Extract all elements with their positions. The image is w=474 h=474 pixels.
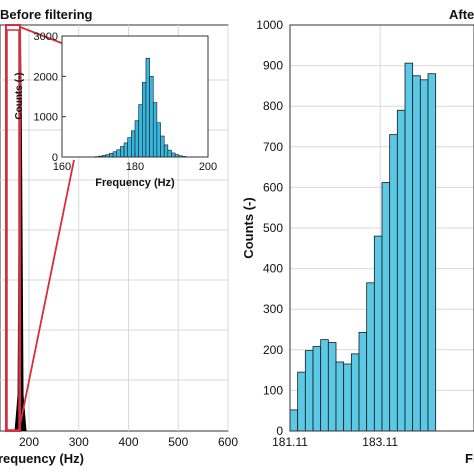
- inset-bar: [171, 152, 176, 158]
- right-y-tick-label: 500: [263, 221, 283, 235]
- left-title: Before filtering: [0, 7, 93, 22]
- inset-bar: [131, 130, 136, 158]
- inset-bar: [149, 76, 154, 158]
- right-bar: [412, 75, 421, 432]
- right-y-tick-label: 400: [263, 262, 283, 276]
- right-y-axis-label: Counts (-): [241, 197, 256, 258]
- inset-y-tick-label: 3000: [34, 31, 58, 43]
- right-title: After filtering: [449, 7, 474, 22]
- inset-y-tick-label: 2000: [34, 71, 58, 83]
- left-x-tick-label: 500: [168, 435, 188, 449]
- right-plot-area: [289, 24, 474, 432]
- right-y-tick-label: 300: [263, 302, 283, 316]
- inset-y-axis-label: Counts (-): [14, 72, 25, 119]
- inset-bar: [116, 149, 121, 158]
- right-bar: [358, 331, 368, 432]
- inset-bar: [167, 149, 172, 158]
- left-x-tick-label: 400: [118, 435, 138, 449]
- inset-bar: [134, 120, 139, 158]
- right-y-tick-label: 700: [263, 140, 283, 154]
- right-bar: [327, 342, 337, 432]
- inset-bar: [160, 135, 165, 158]
- zoom-highlight-box: [5, 24, 21, 432]
- zoom-connector-bottom: [18, 159, 75, 431]
- inset-bar: [109, 153, 114, 158]
- right-bar: [396, 109, 406, 432]
- right-x-tick-label: 183.11: [362, 435, 398, 449]
- right-bar: [419, 79, 429, 432]
- right-y-tick-label: 0: [276, 424, 283, 438]
- inset-bar: [145, 57, 150, 158]
- right-bar: [343, 363, 352, 432]
- right-y-tick-label: 600: [263, 180, 283, 194]
- inset-x-tick-label: 200: [199, 161, 217, 173]
- right-y-tick-label: 200: [263, 343, 283, 357]
- right-y-tick-label: 1000: [256, 18, 283, 32]
- right-bar: [381, 182, 391, 432]
- inset-x-axis-label: Frequency (Hz): [95, 177, 175, 189]
- after-filtering-panel: 0 100 200 300 400 500 600 700 800 900 1000 181.11 18…: [241, 7, 474, 466]
- right-bar: [427, 73, 437, 432]
- right-bar: [304, 350, 314, 432]
- right-x-axis-label: Frequency (Hz): [465, 451, 474, 466]
- left-x-tick-label: 600: [218, 435, 238, 449]
- right-bar: [312, 346, 322, 432]
- inset-bar: [156, 122, 161, 158]
- right-y-tick-label: 100: [263, 383, 283, 397]
- inset-bar: [120, 146, 125, 158]
- inset-bar: [112, 151, 118, 158]
- right-bar: [389, 134, 398, 432]
- left-x-axis-label: Frequency (Hz): [0, 451, 84, 466]
- inset-y-tick-label: 1000: [34, 112, 58, 124]
- right-bar: [373, 235, 383, 432]
- right-y-tick-label: 900: [263, 59, 283, 73]
- right-bar: [366, 282, 375, 432]
- inset-x-tick-label: 160: [53, 161, 71, 173]
- inset-bar: [127, 137, 132, 158]
- right-bar: [289, 409, 299, 432]
- right-x-tick-label: 181.11: [272, 435, 308, 449]
- inset-bar: [123, 142, 129, 158]
- left-x-tick-label: 200: [19, 435, 39, 449]
- right-y-tick-label: 800: [263, 99, 283, 113]
- inset-y-tick-label: 0: [52, 152, 58, 164]
- zoom-connector-top: [19, 26, 65, 45]
- right-bar: [297, 371, 306, 432]
- right-bar: [404, 62, 414, 432]
- inset-bar: [163, 144, 169, 158]
- left-x-tick-label: 300: [69, 435, 89, 449]
- inset-x-tick-label: 180: [126, 161, 144, 173]
- right-bar: [350, 353, 360, 432]
- right-bar: [335, 361, 345, 432]
- inset-bar: [152, 102, 158, 158]
- inset-bar: [138, 104, 143, 158]
- right-bar: [320, 339, 329, 432]
- zoom-highlight-box-inner: [6, 29, 20, 431]
- inset-bar: [142, 82, 147, 158]
